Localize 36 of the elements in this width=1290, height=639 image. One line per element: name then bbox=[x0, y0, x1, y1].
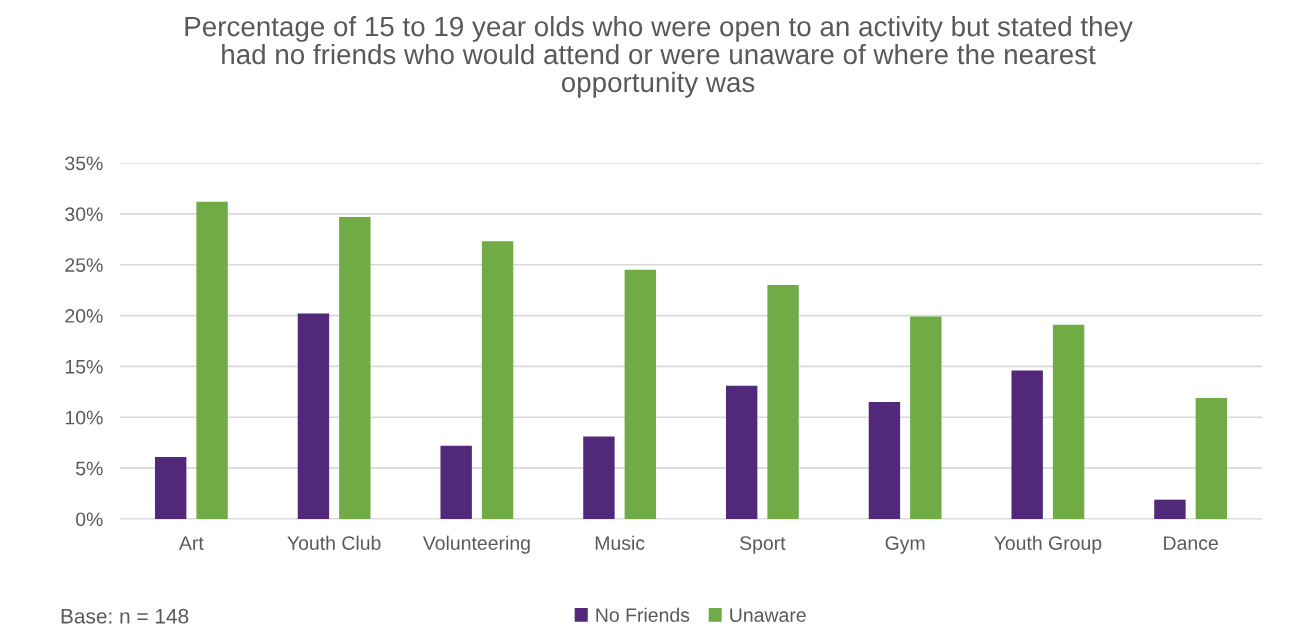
y-tick-label: 20% bbox=[65, 309, 103, 323]
y-tick-label: 35% bbox=[65, 156, 103, 171]
y-tick-label: 5% bbox=[76, 461, 103, 476]
y-tick-label: 30% bbox=[65, 207, 103, 222]
bar bbox=[1195, 397, 1228, 519]
bar bbox=[583, 436, 615, 519]
y-tick-label: 15% bbox=[65, 359, 103, 374]
bar bbox=[767, 285, 799, 519]
bar bbox=[297, 313, 330, 519]
y-tick-label: 10% bbox=[65, 410, 103, 425]
y-tick-label: 0% bbox=[75, 512, 103, 527]
x-tick-label: Art bbox=[178, 536, 204, 550]
bar bbox=[1011, 370, 1043, 519]
x-tick-label: Youth Club bbox=[287, 535, 381, 550]
x-tick-label: Gym bbox=[885, 536, 925, 554]
bar bbox=[481, 241, 514, 519]
text: Base: n = 148 bbox=[61, 608, 189, 624]
x-tick-label: Youth Group bbox=[994, 535, 1102, 554]
bar bbox=[196, 201, 228, 519]
bar bbox=[910, 316, 942, 519]
bar bbox=[1154, 499, 1186, 519]
y-tick-label: 25% bbox=[65, 258, 103, 272]
x-tick-label: Dance bbox=[1164, 536, 1218, 550]
legend-label: No Friends bbox=[596, 607, 690, 622]
chart-title: Percentage of 15 to 19 year olds who were open to an activity but stated they had no friends who would attend or were unaware of where the nearest opportunity was bbox=[185, 15, 1133, 98]
bar bbox=[1052, 324, 1085, 519]
x-tick-label: Volunteering bbox=[422, 535, 530, 554]
x-tick-label: Music bbox=[595, 535, 645, 550]
bar bbox=[154, 456, 187, 519]
bar bbox=[725, 385, 758, 519]
x-tick-label: Sport bbox=[740, 536, 786, 554]
bar bbox=[868, 402, 901, 519]
bar bbox=[440, 445, 472, 519]
bar bbox=[624, 269, 657, 519]
legend-label: Unaware bbox=[730, 608, 806, 622]
bar bbox=[339, 216, 371, 519]
